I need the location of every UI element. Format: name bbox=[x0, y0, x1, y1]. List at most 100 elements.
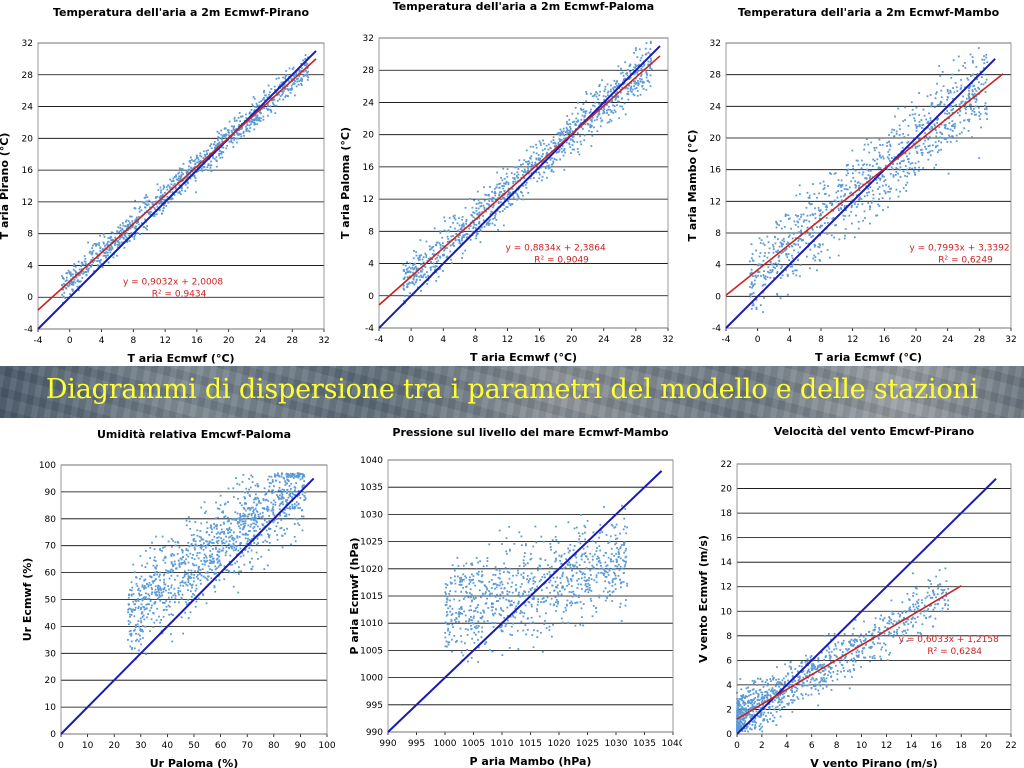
data-point bbox=[971, 56, 974, 58]
data-point bbox=[235, 540, 238, 543]
y-tick-label: 24 bbox=[710, 102, 722, 112]
data-point bbox=[904, 106, 907, 109]
data-point bbox=[471, 219, 474, 222]
data-point bbox=[951, 97, 954, 100]
data-point bbox=[279, 513, 281, 516]
data-point bbox=[299, 79, 302, 81]
data-point bbox=[473, 199, 476, 202]
data-point bbox=[245, 517, 247, 520]
data-point bbox=[248, 124, 251, 127]
data-point bbox=[185, 548, 188, 550]
data-point bbox=[842, 214, 845, 217]
data-point bbox=[91, 253, 93, 256]
data-point bbox=[581, 114, 584, 117]
data-point bbox=[97, 257, 100, 260]
data-point bbox=[970, 107, 972, 110]
data-point bbox=[818, 192, 821, 195]
data-point bbox=[196, 157, 198, 159]
data-point bbox=[413, 250, 415, 252]
data-point bbox=[189, 552, 192, 555]
data-point bbox=[214, 590, 217, 593]
data-point bbox=[61, 293, 64, 296]
data-point bbox=[231, 563, 234, 566]
data-point bbox=[146, 603, 149, 606]
data-point bbox=[132, 593, 135, 595]
data-point bbox=[814, 256, 817, 259]
data-point bbox=[499, 201, 502, 204]
data-point bbox=[174, 563, 177, 566]
data-point bbox=[505, 552, 508, 555]
data-point bbox=[230, 129, 233, 132]
data-point bbox=[283, 508, 286, 511]
data-point bbox=[890, 157, 893, 159]
data-point bbox=[614, 588, 617, 590]
data-point bbox=[234, 562, 236, 565]
data-point bbox=[199, 546, 202, 549]
data-point bbox=[649, 53, 652, 56]
data-point bbox=[929, 128, 931, 131]
data-point bbox=[577, 151, 580, 153]
data-point bbox=[487, 203, 490, 206]
data-point bbox=[282, 84, 285, 87]
data-point bbox=[870, 201, 873, 204]
data-point bbox=[889, 190, 891, 193]
data-point bbox=[762, 274, 765, 277]
data-point bbox=[210, 555, 213, 558]
data-point bbox=[539, 157, 542, 160]
data-point bbox=[128, 607, 131, 610]
data-point bbox=[291, 475, 294, 478]
data-point bbox=[635, 49, 637, 52]
data-point bbox=[243, 503, 246, 505]
data-point bbox=[781, 239, 784, 242]
data-point bbox=[630, 85, 633, 88]
data-point bbox=[433, 227, 436, 230]
data-point bbox=[775, 220, 777, 223]
data-point bbox=[174, 544, 177, 547]
data-point bbox=[983, 62, 986, 65]
data-point bbox=[79, 280, 82, 283]
data-point bbox=[437, 275, 440, 278]
data-point bbox=[167, 540, 170, 543]
data-point bbox=[228, 528, 231, 531]
data-point bbox=[922, 123, 925, 126]
data-point bbox=[500, 608, 503, 611]
data-point bbox=[290, 77, 293, 80]
data-point bbox=[251, 506, 254, 509]
data-point bbox=[285, 473, 288, 476]
data-point bbox=[177, 177, 180, 180]
data-point bbox=[127, 603, 130, 606]
data-point bbox=[788, 234, 791, 237]
data-point bbox=[256, 119, 258, 122]
data-point bbox=[246, 124, 249, 126]
data-point bbox=[929, 94, 932, 96]
data-point bbox=[621, 71, 624, 74]
data-point bbox=[647, 51, 650, 54]
data-point bbox=[617, 95, 619, 98]
data-point bbox=[260, 491, 263, 493]
data-point bbox=[929, 117, 932, 120]
data-point bbox=[290, 84, 293, 87]
data-point bbox=[454, 239, 457, 242]
data-point bbox=[191, 557, 193, 559]
data-point bbox=[534, 580, 537, 583]
data-point bbox=[148, 581, 151, 584]
data-point bbox=[215, 156, 218, 159]
data-point bbox=[233, 571, 236, 574]
data-point bbox=[201, 568, 204, 571]
data-point bbox=[146, 200, 149, 203]
data-point bbox=[239, 547, 242, 550]
data-point bbox=[243, 497, 246, 500]
data-point bbox=[500, 625, 503, 628]
data-point bbox=[172, 184, 175, 187]
data-point bbox=[579, 140, 582, 143]
data-point bbox=[837, 202, 840, 205]
data-point bbox=[549, 591, 551, 594]
data-point bbox=[607, 90, 610, 93]
data-point bbox=[800, 229, 802, 232]
data-point bbox=[133, 235, 136, 238]
data-point bbox=[525, 171, 528, 174]
data-point bbox=[632, 80, 635, 83]
data-point bbox=[158, 588, 161, 591]
data-point bbox=[800, 213, 803, 216]
data-point bbox=[232, 496, 235, 498]
